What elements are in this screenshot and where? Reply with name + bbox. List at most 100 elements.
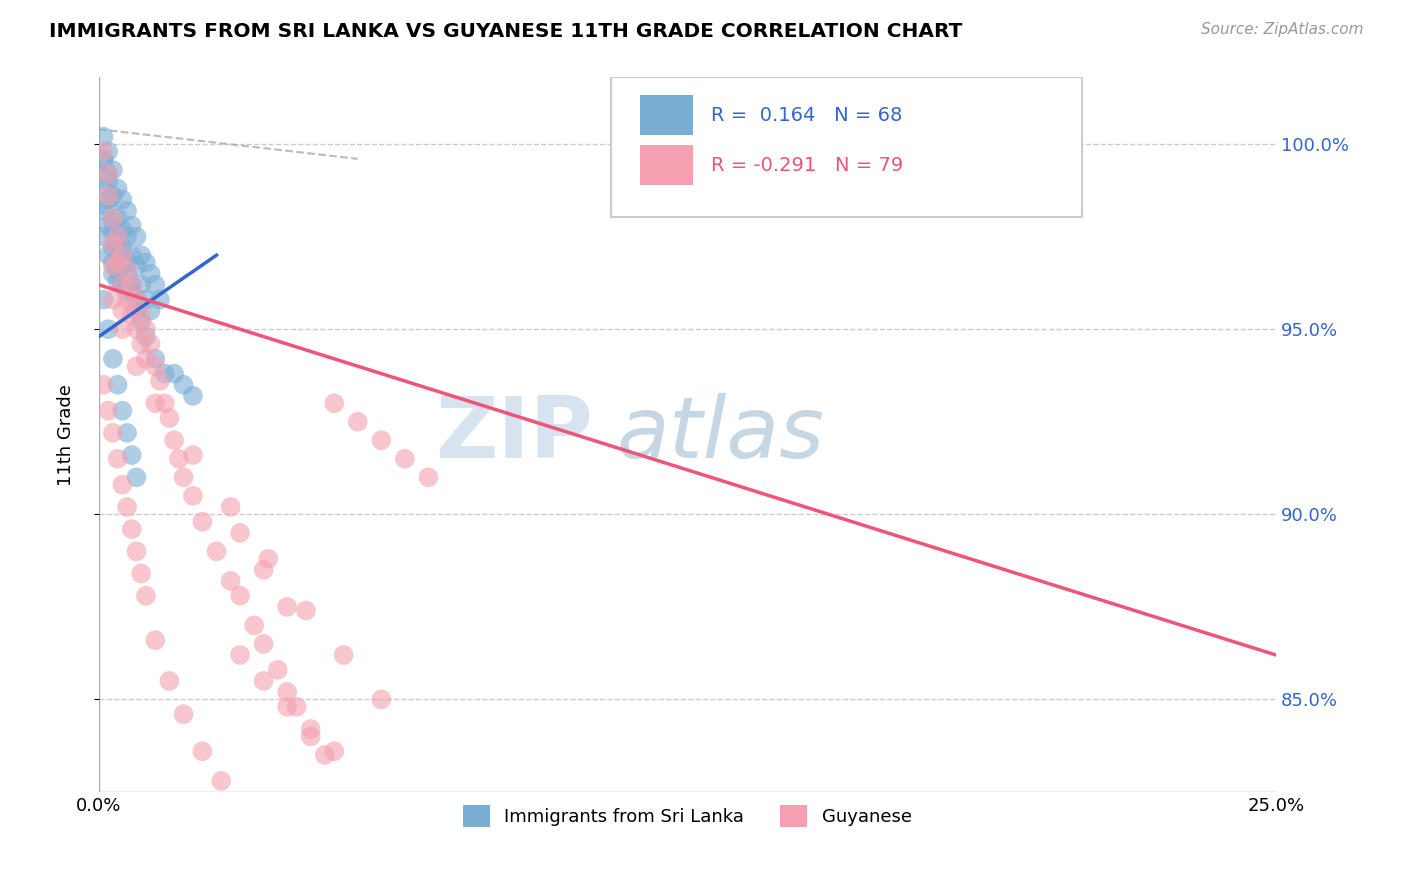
Point xyxy=(276,685,298,699)
Point xyxy=(111,403,134,417)
Point xyxy=(229,589,252,603)
Point xyxy=(252,563,274,577)
Point xyxy=(135,589,157,603)
Point xyxy=(93,229,115,244)
Point xyxy=(276,599,298,614)
FancyBboxPatch shape xyxy=(640,145,693,185)
Point xyxy=(125,293,148,307)
Point xyxy=(97,403,120,417)
Point xyxy=(143,633,166,648)
Point xyxy=(111,274,134,288)
Point xyxy=(191,515,214,529)
Point xyxy=(243,618,266,632)
Point xyxy=(173,707,195,722)
Point xyxy=(139,267,162,281)
Point xyxy=(101,215,124,229)
Point xyxy=(276,699,298,714)
Point xyxy=(101,351,124,366)
Point xyxy=(107,229,129,244)
Y-axis label: 11th Grade: 11th Grade xyxy=(58,384,75,485)
Text: R = -0.291   N = 79: R = -0.291 N = 79 xyxy=(711,156,903,175)
Point xyxy=(97,189,120,203)
Point xyxy=(139,337,162,351)
Point xyxy=(101,163,124,178)
Point xyxy=(125,259,148,273)
Point xyxy=(219,500,242,514)
Point xyxy=(173,377,195,392)
Point xyxy=(101,211,124,226)
Point xyxy=(229,525,252,540)
Point xyxy=(93,152,115,166)
Point xyxy=(370,692,392,706)
Point xyxy=(143,277,166,292)
Point xyxy=(163,367,186,381)
Point xyxy=(125,359,148,374)
Point xyxy=(111,303,134,318)
Legend: Immigrants from Sri Lanka, Guyanese: Immigrants from Sri Lanka, Guyanese xyxy=(456,798,920,834)
Point xyxy=(115,285,138,300)
Point xyxy=(111,241,134,255)
Point xyxy=(93,293,115,307)
Point xyxy=(107,274,129,288)
Point xyxy=(101,226,124,240)
Point xyxy=(129,337,152,351)
FancyBboxPatch shape xyxy=(640,95,693,135)
Point xyxy=(93,377,115,392)
Point xyxy=(115,229,138,244)
Point xyxy=(115,255,138,269)
Point xyxy=(153,367,176,381)
FancyBboxPatch shape xyxy=(610,78,1081,217)
Point xyxy=(143,396,166,410)
Point xyxy=(285,699,308,714)
Point xyxy=(257,551,280,566)
Text: atlas: atlas xyxy=(617,393,825,476)
Point xyxy=(299,722,322,736)
Point xyxy=(97,219,120,233)
Point xyxy=(295,603,318,617)
Point xyxy=(129,248,152,262)
Point xyxy=(229,648,252,662)
Point xyxy=(121,307,143,321)
Point xyxy=(97,200,120,214)
Point xyxy=(323,396,346,410)
Point xyxy=(97,167,120,181)
Point xyxy=(107,241,129,255)
Point xyxy=(93,155,115,169)
Text: ZIP: ZIP xyxy=(436,393,593,476)
Point xyxy=(101,425,124,440)
Point xyxy=(111,193,134,207)
Point xyxy=(314,747,336,762)
Point xyxy=(107,181,129,195)
Point xyxy=(101,237,124,252)
Point xyxy=(111,277,134,292)
Point xyxy=(163,434,186,448)
Point xyxy=(135,322,157,336)
Point xyxy=(111,277,134,292)
Point xyxy=(101,241,124,255)
Point xyxy=(135,293,157,307)
Point xyxy=(129,307,152,321)
Point xyxy=(93,181,115,195)
Point xyxy=(115,425,138,440)
Point xyxy=(121,448,143,462)
Point xyxy=(111,322,134,336)
Point xyxy=(181,389,204,403)
Point xyxy=(115,293,138,307)
Point xyxy=(173,470,195,484)
Point xyxy=(93,129,115,144)
Point xyxy=(97,167,120,181)
Point xyxy=(107,263,129,277)
Point xyxy=(149,374,172,388)
Point xyxy=(135,329,157,343)
Point xyxy=(332,648,354,662)
Point xyxy=(346,415,368,429)
Point xyxy=(205,544,228,558)
Point xyxy=(167,451,190,466)
Point xyxy=(191,744,214,758)
Point xyxy=(115,267,138,281)
Point xyxy=(115,203,138,218)
Point xyxy=(111,248,134,262)
Text: R =  0.164   N = 68: R = 0.164 N = 68 xyxy=(711,106,903,125)
Point xyxy=(115,500,138,514)
Point xyxy=(121,248,143,262)
